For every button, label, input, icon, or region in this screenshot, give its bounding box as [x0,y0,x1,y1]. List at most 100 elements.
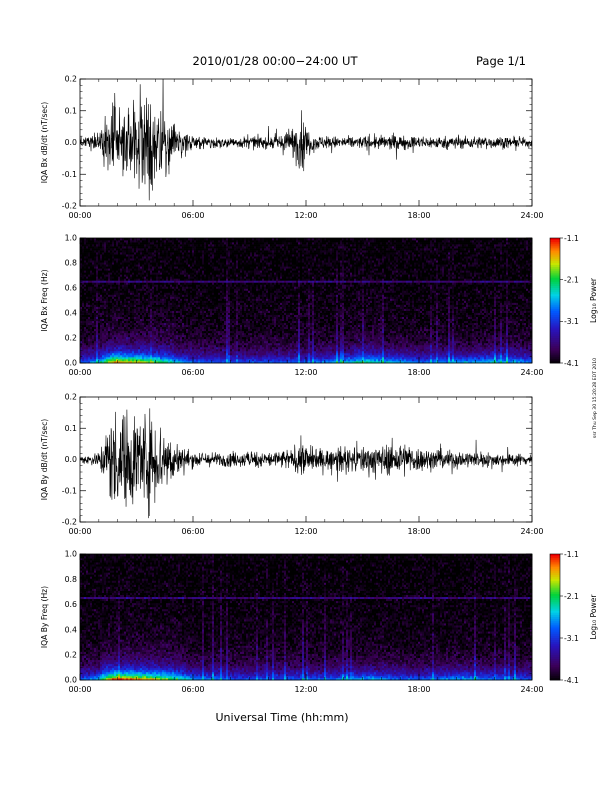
spectrogram-cell [138,301,140,303]
spectrogram-cell [186,303,188,305]
spectrogram-cell [202,347,204,349]
spectrogram-cell [126,303,128,305]
spectrogram-cell [86,292,88,294]
spectrogram-cell [216,276,218,278]
spectrogram-cell [124,349,126,351]
spectrogram-cell [130,248,132,250]
spectrogram-cell [204,353,206,355]
spectrogram-cell [192,319,194,321]
spectrogram-cell [200,244,202,246]
spectrogram-cell [230,276,232,278]
spectrogram-cell [94,355,96,357]
spectrogram-cell [154,266,156,268]
spectrogram-cell [214,313,216,315]
spectrogram-cell [92,240,94,242]
spectrogram-cell [178,333,180,335]
spectrogram-cell [202,353,204,355]
spectrogram-cell [82,311,84,313]
spectrogram-cell [198,274,200,276]
spectrogram-cell [112,307,114,309]
spectrogram-cell [216,311,218,313]
spectrogram-cell [122,349,124,351]
spectrogram-cell [150,323,152,325]
spectrogram-cell [184,274,186,276]
spectrogram-cell [112,250,114,252]
spectrogram-cell [182,250,184,252]
spectrogram-cell [84,274,86,276]
spectrogram-cell [210,301,212,303]
spectrogram-cell [172,270,174,272]
spectrogram-cell [134,319,136,321]
spectrogram-cell [90,292,92,294]
spectrogram-cell [150,359,152,361]
spectrogram-cell [232,327,234,329]
spectrogram-cell [216,355,218,357]
spectrogram-cell [234,339,236,341]
spectrogram-cell [166,317,168,319]
spectrogram-cell [108,323,110,325]
spectrogram-cell [160,343,162,345]
spectrogram-cell [150,256,152,258]
spectrogram-cell [120,254,122,256]
spectrogram-cell [130,355,132,357]
spectrogram-cell [168,353,170,355]
spectrogram-cell [184,317,186,319]
spectrogram-cell [170,311,172,313]
spectrogram-cell [174,323,176,325]
spectrogram-cell [140,327,142,329]
spectrogram-cell [122,347,124,349]
spectrogram-cell [86,333,88,335]
spectrogram-cell [228,317,230,319]
spectrogram-cell [232,303,234,305]
spectrogram-cell [112,355,114,357]
spectrogram-cell [136,274,138,276]
spectrogram-cell [184,319,186,321]
spectrogram-cell [120,290,122,292]
spectrogram-cell [144,260,146,262]
spectrogram-cell [82,270,84,272]
spectrogram-cell [106,280,108,282]
spectrogram-cell [224,270,226,272]
spectrogram-cell [210,284,212,286]
spectrogram-cell [142,286,144,288]
spectrogram-cell [224,339,226,341]
spectrogram-cell [192,254,194,256]
spectrogram-cell [158,254,160,256]
spectrogram-cell [118,339,120,341]
spectrogram-cell [102,307,104,309]
spectrogram-cell [150,349,152,351]
spectrogram-cell [88,284,90,286]
spectrogram-cell [188,301,190,303]
spectrogram-cell [190,266,192,268]
spectrogram-cell [120,343,122,345]
spectrogram-cell [94,301,96,303]
spectrogram-cell [126,337,128,339]
spectrogram-cell [162,313,164,315]
bx-waveform-series-line [80,72,532,200]
spectrogram-cell [106,301,108,303]
spectrogram-cell [204,333,206,335]
spectrogram-cell [202,343,204,345]
spectrogram-cell [218,347,220,349]
spectrogram-cell [134,292,136,294]
spectrogram-cell [142,323,144,325]
spectrogram-cell [190,264,192,266]
spectrogram-cell [192,317,194,319]
spectrogram-cell [176,333,178,335]
spectrogram-cell [212,343,214,345]
spectrogram-cell [82,329,84,331]
spectrogram-cell [192,355,194,357]
spectrogram-cell [234,355,236,357]
spectrogram-cell [216,270,218,272]
spectrogram-cell [116,270,118,272]
spectrogram-cell [220,333,222,335]
spectrogram-cell [104,313,106,315]
spectrogram-cell [192,264,194,266]
spectrogram-cell [150,347,152,349]
spectrogram-cell [106,311,108,313]
spectrogram-cell [230,274,232,276]
spectrogram-cell [218,333,220,335]
spectrogram-cell [184,323,186,325]
spectrogram-cell [94,319,96,321]
spectrogram-cell [200,296,202,298]
